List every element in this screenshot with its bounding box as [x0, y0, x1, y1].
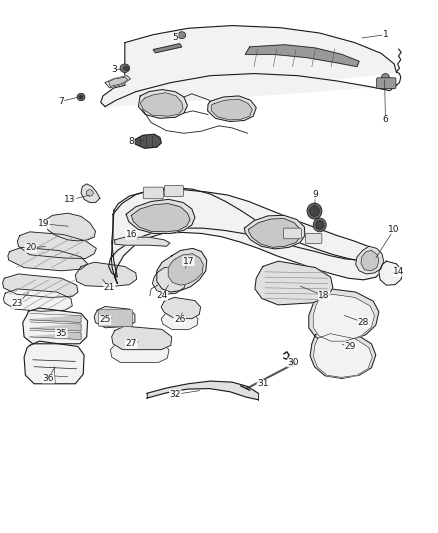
Ellipse shape — [310, 206, 319, 216]
Polygon shape — [94, 306, 135, 328]
Text: 36: 36 — [42, 374, 54, 383]
Text: 1: 1 — [382, 30, 389, 39]
Text: 7: 7 — [58, 97, 64, 106]
Text: 20: 20 — [25, 244, 36, 252]
Polygon shape — [255, 261, 333, 305]
Text: 24: 24 — [156, 292, 168, 300]
Ellipse shape — [178, 32, 186, 39]
Polygon shape — [309, 289, 379, 342]
Text: 10: 10 — [389, 225, 400, 233]
Polygon shape — [168, 254, 203, 285]
Polygon shape — [152, 266, 187, 294]
Ellipse shape — [86, 190, 93, 196]
Ellipse shape — [77, 93, 85, 101]
FancyBboxPatch shape — [164, 185, 184, 197]
Text: 31: 31 — [257, 379, 268, 388]
Polygon shape — [4, 289, 72, 311]
Text: 19: 19 — [38, 220, 49, 228]
Polygon shape — [24, 341, 84, 384]
Polygon shape — [361, 251, 379, 271]
Ellipse shape — [79, 95, 83, 99]
Text: 6: 6 — [382, 116, 389, 124]
Polygon shape — [30, 316, 81, 322]
Polygon shape — [46, 213, 95, 241]
Polygon shape — [81, 184, 100, 203]
Text: 35: 35 — [56, 329, 67, 337]
Ellipse shape — [120, 64, 130, 72]
Polygon shape — [310, 329, 376, 378]
Polygon shape — [109, 190, 374, 277]
Polygon shape — [131, 204, 190, 232]
FancyBboxPatch shape — [99, 310, 133, 327]
Polygon shape — [356, 246, 384, 274]
Polygon shape — [147, 381, 258, 400]
Text: 27: 27 — [126, 340, 137, 348]
Ellipse shape — [313, 218, 326, 232]
Polygon shape — [18, 232, 96, 259]
Polygon shape — [101, 26, 396, 107]
Polygon shape — [8, 247, 88, 271]
Text: 29: 29 — [345, 342, 356, 351]
Polygon shape — [23, 308, 88, 344]
Polygon shape — [126, 199, 195, 233]
Polygon shape — [161, 310, 198, 329]
Polygon shape — [111, 188, 381, 284]
Ellipse shape — [290, 362, 295, 367]
FancyBboxPatch shape — [143, 187, 163, 199]
Polygon shape — [109, 77, 128, 86]
Polygon shape — [153, 44, 182, 53]
Polygon shape — [140, 93, 183, 116]
Text: 25: 25 — [99, 316, 111, 324]
Polygon shape — [211, 99, 252, 120]
Ellipse shape — [307, 203, 322, 219]
Ellipse shape — [290, 360, 295, 365]
FancyBboxPatch shape — [377, 78, 396, 88]
Text: 13: 13 — [64, 196, 76, 204]
Text: 23: 23 — [12, 300, 23, 308]
Text: 18: 18 — [318, 292, 330, 300]
Polygon shape — [110, 340, 169, 362]
Polygon shape — [314, 334, 372, 377]
Polygon shape — [75, 262, 137, 287]
Text: 32: 32 — [170, 390, 181, 399]
Polygon shape — [245, 45, 359, 67]
Polygon shape — [115, 237, 170, 246]
Text: 3: 3 — [111, 65, 117, 74]
Text: 16: 16 — [126, 230, 137, 239]
Polygon shape — [244, 215, 305, 249]
Text: 17: 17 — [183, 257, 194, 265]
Polygon shape — [30, 333, 81, 340]
Text: 8: 8 — [128, 137, 134, 146]
Polygon shape — [3, 274, 78, 297]
Text: 21: 21 — [104, 284, 115, 292]
Polygon shape — [208, 96, 256, 122]
Polygon shape — [135, 134, 161, 148]
Text: 14: 14 — [393, 268, 404, 276]
Polygon shape — [138, 90, 187, 118]
Polygon shape — [313, 294, 374, 341]
Ellipse shape — [381, 74, 389, 81]
Polygon shape — [161, 297, 201, 319]
Ellipse shape — [316, 221, 324, 229]
Polygon shape — [105, 76, 131, 88]
Polygon shape — [112, 326, 172, 350]
Polygon shape — [30, 324, 81, 331]
FancyBboxPatch shape — [305, 233, 322, 244]
Polygon shape — [379, 261, 402, 285]
Text: 5: 5 — [172, 33, 178, 42]
FancyBboxPatch shape — [283, 228, 301, 239]
Ellipse shape — [124, 66, 129, 70]
Polygon shape — [157, 248, 207, 292]
Text: 28: 28 — [358, 318, 369, 327]
Polygon shape — [249, 219, 300, 247]
Text: 9: 9 — [312, 190, 318, 199]
Text: 26: 26 — [174, 316, 185, 324]
Text: 30: 30 — [288, 358, 299, 367]
